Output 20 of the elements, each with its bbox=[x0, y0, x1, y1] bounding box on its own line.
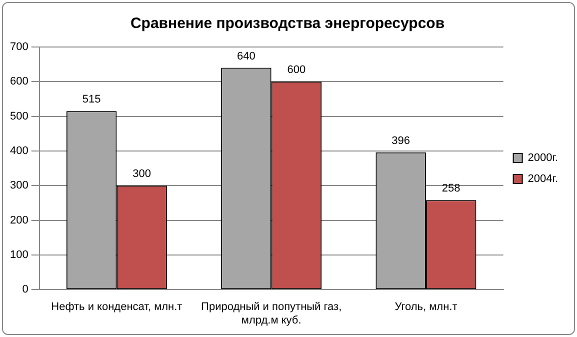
x-tick-label: Природный и попутный газ, млрд.м куб. bbox=[201, 301, 342, 326]
y-tick-label: 300 bbox=[10, 180, 28, 192]
y-tick-label: 600 bbox=[10, 76, 28, 88]
legend-label: 2000г. bbox=[528, 152, 558, 164]
data-label: 396 bbox=[392, 134, 410, 147]
data-label: 515 bbox=[82, 94, 101, 106]
y-tick-label: 700 bbox=[10, 41, 28, 54]
x-tick-label: Уголь, млн.т bbox=[394, 301, 458, 314]
data-label: 640 bbox=[237, 50, 256, 62]
data-label: 300 bbox=[132, 168, 151, 180]
y-tick-label: 500 bbox=[10, 110, 28, 122]
legend-label: 2004г. bbox=[528, 173, 558, 186]
chart-title: Сравнение производства энергоресурсов bbox=[130, 15, 445, 32]
y-tick-label: 200 bbox=[10, 214, 28, 226]
y-tick-label: 0 bbox=[22, 284, 28, 296]
y-tick-label: 400 bbox=[10, 145, 28, 158]
x-tick-label: Нефть и конденсат, млн.т bbox=[51, 301, 182, 314]
data-label: 600 bbox=[287, 64, 306, 76]
data-label: 258 bbox=[442, 182, 460, 195]
y-tick-label: 100 bbox=[10, 248, 28, 261]
